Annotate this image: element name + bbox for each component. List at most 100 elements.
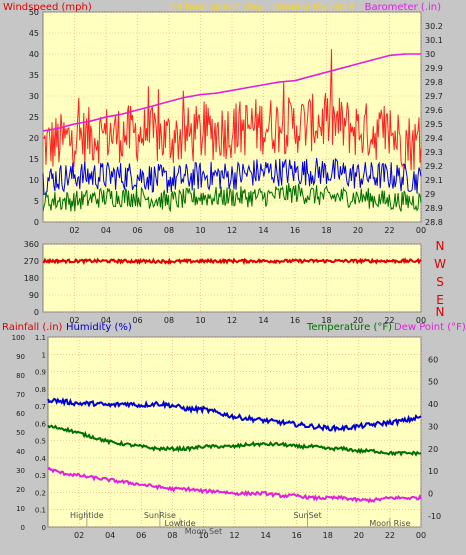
humidity-x-tick: 18 [323,531,333,540]
wind-x-tick: 00 [416,226,426,235]
rain-y-tick: 0.4 [35,455,47,463]
event-label: SunRise [144,511,176,520]
temperature-y-tick: -10 [428,512,441,521]
humidity-y-tick: 10 [16,505,25,513]
direction-y-tick: 360 [24,240,39,249]
rain-y-tick: 1 [42,351,46,359]
direction-x-tick: 12 [227,316,237,325]
temperature-axis-label: Temperature (°F) [306,322,392,333]
temperature-y-tick: 30 [428,422,438,431]
direction-line [42,257,422,266]
humidity-axis-label: Humidity (%) [66,322,132,333]
temperature-y-tick: 20 [428,445,438,454]
wind-barometer-chart: 0 5 10 15 20 25 30 35 40 45 50 28.8 28.9 29 29.1 29.2 29… [29,8,443,235]
humidity-x-tick: 10 [198,531,208,540]
wind-x-tick: 18 [321,226,331,235]
wind-y-tick: 15 [29,155,39,164]
direction-x-tick: 20 [353,316,363,325]
humidity-y-tick: 60 [16,410,25,418]
temperature-y-tick: 60 [428,355,438,364]
event-label: Moon Set [185,527,222,536]
humidity-x-tick: 16 [292,531,302,540]
series-temperature [47,424,422,457]
wind-y-tick: 25 [29,113,39,122]
barometer-y-tick: 29.5 [425,120,443,129]
windspeed-axis-label: Windspeed (mph) [3,2,92,13]
temperature-y-tick: 0 [428,489,433,498]
rain-y-tick: 0.1 [35,507,46,515]
humidity-y-tick: 50 [16,429,25,437]
humidity-x-tick: 20 [354,531,364,540]
barometer-y-tick: 29.7 [425,92,443,101]
rain-y-tick: 0.5 [35,438,46,446]
compass-n-bottom: N [436,305,445,319]
wind-series-wind_peak [42,49,422,171]
barometer-y-tick: 29 [425,190,435,199]
humidity-x-tick: 04 [105,531,115,540]
humidity-temperature-chart: 0 0.1 0.2 0.3 0.4 0.5 0.6 0.7 0.8 0.9 1 1.1 0 10 20 30 4… [12,334,441,540]
humidity-x-tick: 14 [260,531,270,540]
wind-y-tick: 35 [29,71,39,80]
rain-y-tick: 0.6 [35,420,47,428]
humidity-x-tick: 08 [167,531,177,540]
temperature-y-tick: 50 [428,378,438,387]
barometer-y-tick: 30.1 [425,36,443,45]
wind-x-tick: 12 [227,226,237,235]
wind-x-tick: 06 [132,226,142,235]
graph-title: 24 hour graph day - January 05 2018 [169,2,354,13]
direction-y-tick: 180 [24,274,39,283]
barometer-y-tick: 30 [425,50,435,59]
humidity-y-tick: 40 [16,448,25,456]
humidity-x-tick: 22 [385,531,395,540]
temperature-y-tick: 40 [428,400,438,409]
wind-x-tick: 02 [69,226,79,235]
rain-y-tick: 0 [42,524,46,532]
dewpoint-axis-label: Dew Point (°F) [394,322,466,333]
wind-y-tick: 10 [29,176,39,185]
wind-series-wind_avg [42,157,422,196]
barometer-y-tick: 30.2 [425,22,443,31]
compass-w: W [434,257,446,271]
barometer-y-tick: 29.1 [425,176,443,185]
rain-y-tick: 0.7 [35,403,46,411]
barometer-y-tick: 29.2 [425,162,443,171]
humidity-y-tick: 70 [16,391,25,399]
humidity-x-tick: 12 [229,531,239,540]
event-label: SunSet [293,511,321,520]
wind-x-tick: 22 [384,226,394,235]
direction-y-tick: 90 [29,291,39,300]
wind-y-tick: 5 [34,197,39,206]
barometer-y-tick: 29.9 [425,64,443,73]
direction-x-tick: 10 [195,316,205,325]
barometer-y-tick: 28.9 [425,204,443,213]
rain-y-tick: 0.2 [35,489,46,497]
series-dewpoint [47,466,422,504]
humidity-x-tick: 00 [416,531,426,540]
barometer-y-tick: 29.4 [425,134,443,143]
humidity-y-tick: 80 [16,372,25,380]
wind-y-tick: 30 [29,92,39,101]
compass-e: E [436,293,444,307]
wind-y-tick: 45 [29,29,39,38]
wind-x-tick: 10 [195,226,205,235]
event-label: Hightide [70,511,104,520]
wind-x-tick: 16 [290,226,300,235]
humidity-x-tick: 02 [74,531,84,540]
humidity-y-tick: 30 [16,467,25,475]
compass-n-top: N [436,239,445,253]
wind-x-tick: 20 [353,226,363,235]
wind-x-tick: 04 [101,226,111,235]
direction-x-tick: 02 [69,316,79,325]
wind-y-tick: 20 [29,134,39,143]
compass-s: S [436,275,444,289]
direction-x-tick: 04 [101,316,111,325]
series-humidity [47,396,422,433]
compass-labels: N W S E N [434,239,446,319]
humidity-y-tick: 100 [12,334,25,342]
temperature-y-tick: 10 [428,467,438,476]
wind-direction-chart: 0 90 180 270 360 02 04 06 08 10 12 14 16 18 20 22 00 [24,240,426,325]
humidity-y-tick: 0 [21,524,25,532]
wind-y-tick: 50 [29,8,39,17]
barometer-y-tick: 29.8 [425,78,443,87]
